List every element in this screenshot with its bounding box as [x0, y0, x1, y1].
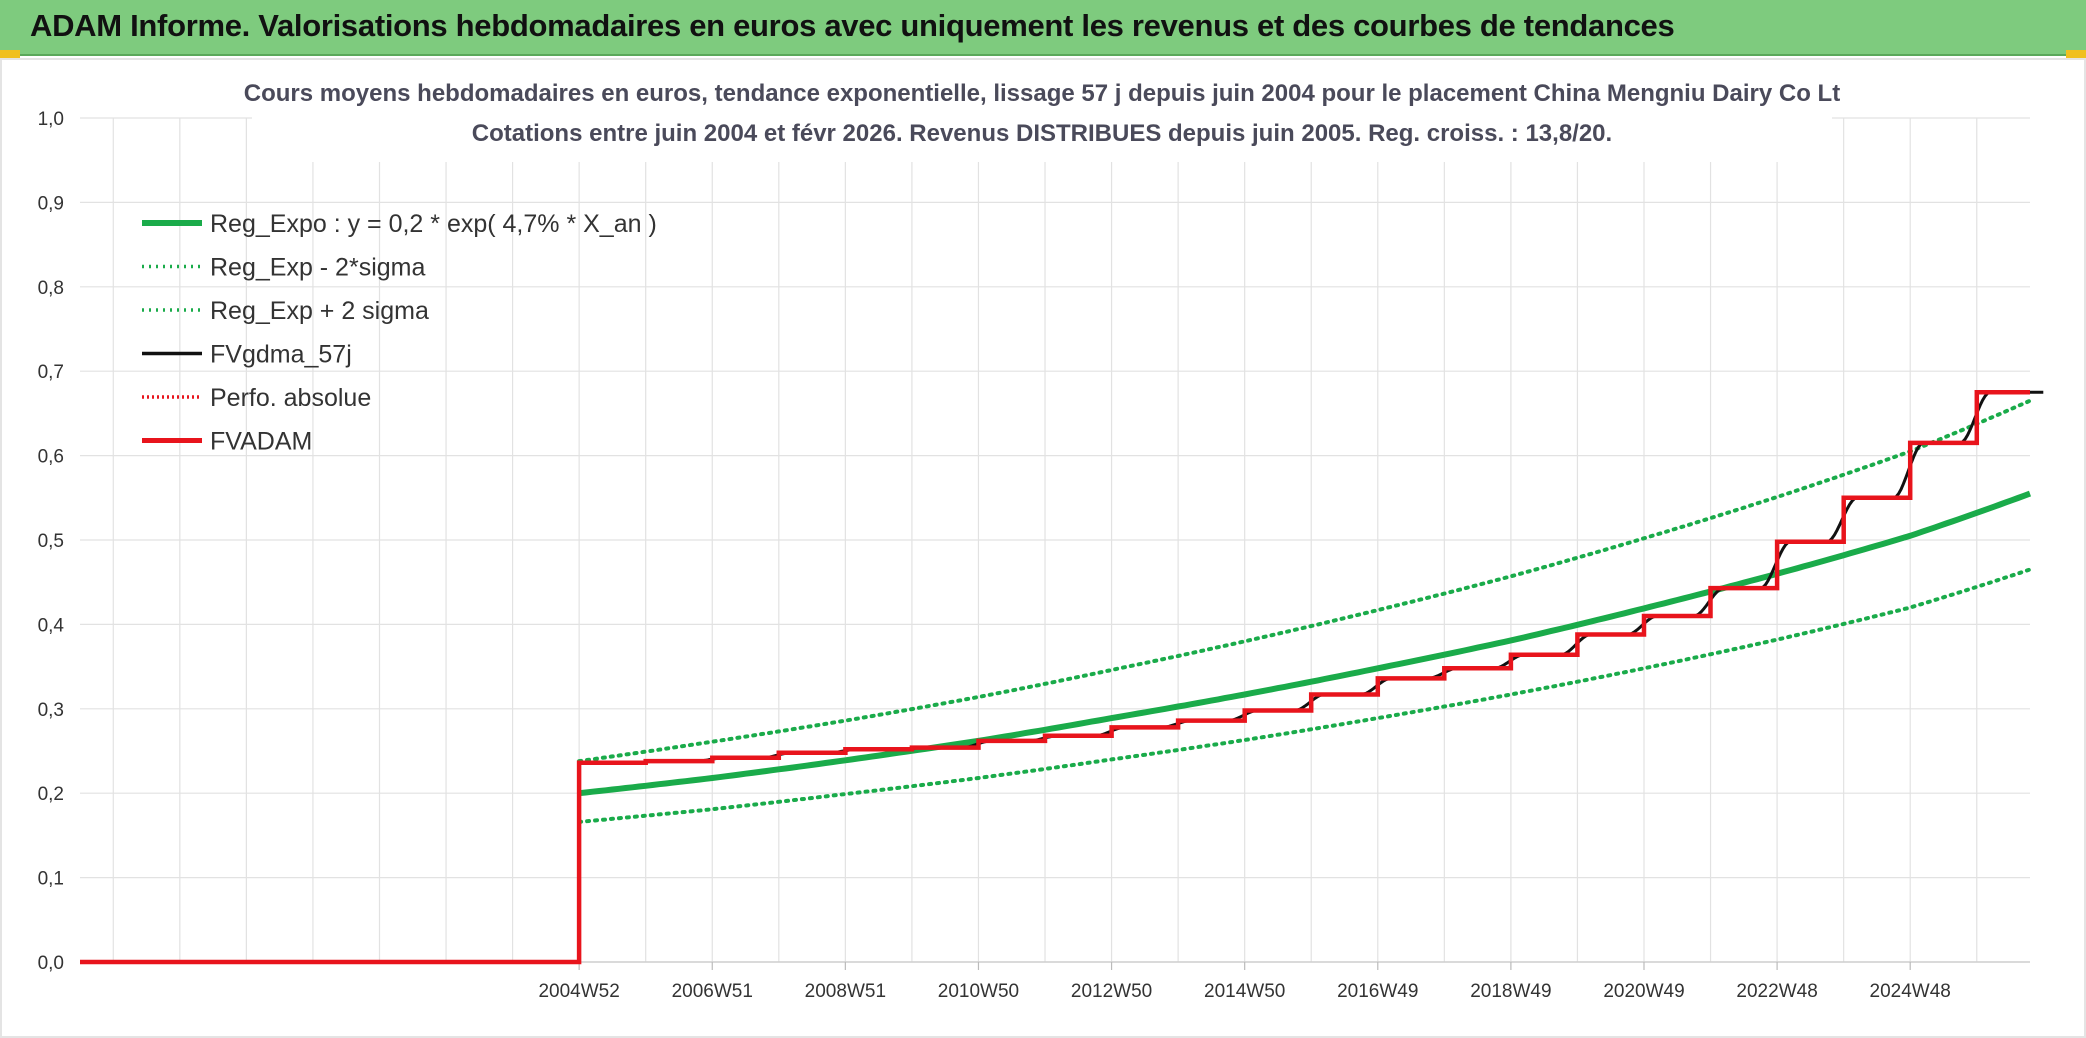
legend-label: FVADAM	[210, 428, 312, 456]
banner-corner-right	[2066, 50, 2086, 58]
series-reg-plus-2sigma	[577, 398, 2032, 764]
y-tick-label: 1,0	[38, 109, 64, 130]
legend-label: Reg_Expo : y = 0,2 * exp( 4,7% * X_an )	[210, 210, 657, 238]
y-tick-label: 0,0	[38, 953, 64, 974]
series-reg-minus-2sigma	[577, 567, 2032, 824]
x-tick-label: 2024W48	[1870, 981, 1951, 1002]
y-tick-label: 0,5	[38, 531, 64, 552]
chart-title: Cours moyens hebdomadaires en euros, ten…	[244, 80, 1840, 107]
legend-label: FVgdma_57j	[210, 341, 352, 369]
x-tick-label: 2012W50	[1071, 981, 1152, 1002]
series-fvgdma-57j	[80, 390, 2044, 964]
x-tick-label: 2018W49	[1470, 981, 1551, 1002]
axis-layer: 0,0 0,1 0,2 0,3 0,4 0,5 0,6 0,7 0,8 0,9 1,0 2004W52…	[38, 109, 2030, 1002]
x-tick-label: 2008W51	[805, 981, 886, 1002]
banner-corner-left	[0, 50, 20, 58]
y-tick-label: 0,8	[38, 278, 64, 299]
chart-subtitle: Cotations entre juin 2004 et févr 2026. …	[472, 120, 1612, 147]
x-tick-label: 2010W50	[938, 981, 1019, 1002]
y-tick-label: 0,9	[38, 193, 64, 214]
x-tick-label: 2006W51	[672, 981, 753, 1002]
legend: Reg_Expo : y = 0,2 * exp( 4,7% * X_an ) R…	[142, 210, 657, 456]
x-tick-label: 2014W50	[1204, 981, 1285, 1002]
chart-svg: 0,0 0,1 0,2 0,3 0,4 0,5 0,6 0,7 0,8 0,9 1,0 2004W52…	[38, 62, 2044, 1002]
y-tick-label: 0,6	[38, 447, 64, 468]
y-tick-label: 0,4	[38, 615, 65, 636]
series-reg-expo	[578, 490, 2032, 797]
y-tick-label: 0,7	[38, 362, 64, 383]
y-tick-label: 0,3	[38, 700, 64, 721]
legend-label: Reg_Exp + 2 sigma	[210, 297, 429, 325]
y-tick-label: 0,1	[38, 869, 64, 890]
x-tick-label: 2004W52	[538, 981, 619, 1002]
series-fvadam	[80, 390, 2030, 965]
report-banner: ADAM Informe. Valorisations hebdomadaire…	[0, 0, 2086, 56]
grid-layer	[80, 117, 2030, 963]
series-layer	[80, 390, 2044, 965]
legend-label: Perfo. absolue	[210, 384, 371, 412]
x-tick-label: 2022W48	[1736, 981, 1817, 1002]
legend-label: Reg_Exp - 2*sigma	[210, 254, 425, 282]
x-tick-label: 2020W49	[1603, 981, 1684, 1002]
y-tick-label: 0,2	[38, 784, 64, 805]
report-title: ADAM Informe. Valorisations hebdomadaire…	[30, 8, 1675, 43]
x-tick-label: 2016W49	[1337, 981, 1418, 1002]
title-layer: Cours moyens hebdomadaires en euros, ten…	[244, 62, 1840, 162]
chart-frame: 0,0 0,1 0,2 0,3 0,4 0,5 0,6 0,7 0,8 0,9 1,0 2004W52…	[0, 58, 2086, 1038]
title-backdrop	[252, 62, 1832, 162]
